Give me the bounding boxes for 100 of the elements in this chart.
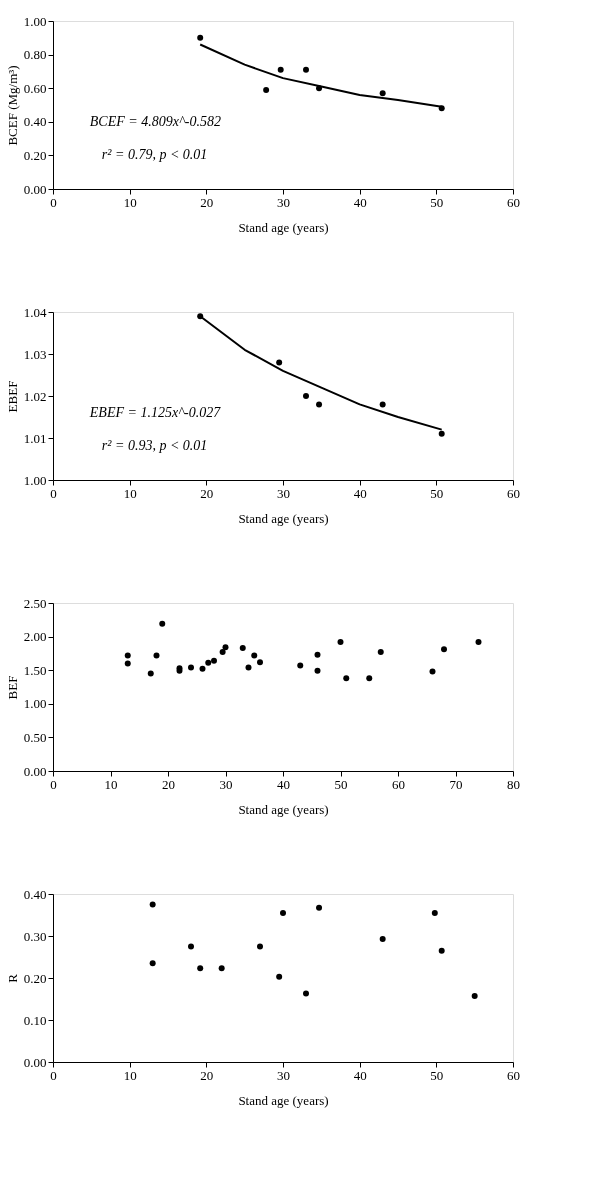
point [297,662,304,669]
x-tick-label: 30 [219,776,233,792]
point [280,909,286,916]
y-tick-label: 1.00 [23,472,47,488]
point [147,670,154,677]
x-tick-label: 10 [123,1067,137,1083]
y-tick-label: 1.00 [23,13,47,29]
y-tick-label: 0.40 [23,114,47,130]
y-tick-label: 0.60 [23,80,47,96]
x-tick-label: 40 [353,485,367,501]
x-tick-label: 10 [123,194,137,210]
point [316,401,323,408]
point [153,652,160,659]
point [257,943,263,950]
point [429,668,436,675]
point [124,660,131,667]
point [188,943,194,950]
point [366,675,373,682]
y-tick-label: 2.00 [23,629,47,645]
point [245,664,252,671]
y-tick-label: 1.00 [23,696,47,712]
x-tick-label: 0 [50,1067,57,1083]
point [277,66,284,73]
x-tick-label: 50 [334,776,348,792]
point [316,85,323,92]
point [239,645,246,652]
point [438,947,445,954]
x-tick-label: 0 [50,776,57,792]
x-tick-label: 30 [277,1067,290,1083]
point [159,620,166,627]
x-tick-label: 20 [200,1067,214,1083]
y-tick-label: 1.50 [23,662,47,678]
annotation: r² = 0.79, p < 0.01 [101,147,208,163]
y-axis-title: EBEF [4,380,20,413]
point [438,105,445,112]
point [219,649,226,656]
x-tick-label: 20 [200,194,214,210]
point [475,638,482,645]
x-tick-label: 70 [449,776,463,792]
point [188,664,194,671]
point [276,973,283,980]
point [205,659,212,666]
x-axis-title: Stand age (years) [238,1092,329,1108]
annotation: EBEF = 1.125x^-0.027 [88,404,222,420]
point [377,649,384,656]
annotation: r² = 0.93, p < 0.01 [101,438,208,454]
point [303,66,309,73]
x-tick-label: 40 [277,776,290,792]
x-tick-label: 60 [392,776,405,792]
point [303,990,309,997]
x-tick-label: 60 [507,1067,520,1083]
point [197,965,204,972]
point [263,86,270,93]
point [211,657,217,664]
x-tick-label: 20 [200,485,214,501]
point [251,652,258,659]
point [379,90,386,97]
point [316,904,323,911]
y-tick-label: 0.00 [23,763,47,779]
x-tick-label: 50 [430,194,444,210]
x-tick-label: 60 [507,194,520,210]
point [379,935,386,942]
y-tick-label: 2.50 [23,595,47,611]
point [471,993,478,1000]
point [276,359,283,366]
point [197,34,204,41]
x-tick-label: 50 [430,1067,444,1083]
x-tick-label: 50 [430,485,444,501]
point [438,430,445,437]
x-tick-label: 20 [162,776,175,792]
point [337,638,344,645]
point [199,665,206,672]
y-tick-label: 0.40 [23,886,47,902]
y-tick-label: 0.30 [23,928,47,944]
y-tick-label: 0.10 [23,1012,47,1028]
point [257,659,263,666]
y-tick-label: 1.03 [23,346,47,362]
point [441,646,447,653]
x-tick-label: 10 [123,485,137,501]
point [343,675,350,682]
point [197,313,204,320]
x-axis-title: Stand age (years) [238,510,329,526]
x-tick-label: 0 [50,194,57,210]
point [222,644,229,651]
point [379,401,386,408]
x-tick-label: 30 [277,194,290,210]
x-tick-label: 40 [353,194,367,210]
point [431,909,438,916]
y-tick-label: 0.50 [23,729,47,745]
y-tick-label: 0.00 [23,181,47,197]
point [149,960,156,967]
x-tick-label: 80 [507,776,520,792]
y-tick-label: 0.00 [23,1054,47,1070]
y-tick-label: 0.20 [23,970,47,986]
x-tick-label: 40 [353,1067,367,1083]
annotation: BCEF = 4.809x^-0.582 [89,113,222,129]
y-tick-label: 0.20 [23,147,47,163]
y-axis-title: BCEF (Mg/m³) [4,65,20,146]
x-tick-label: 60 [507,485,520,501]
x-axis-title: Stand age (years) [238,219,329,235]
